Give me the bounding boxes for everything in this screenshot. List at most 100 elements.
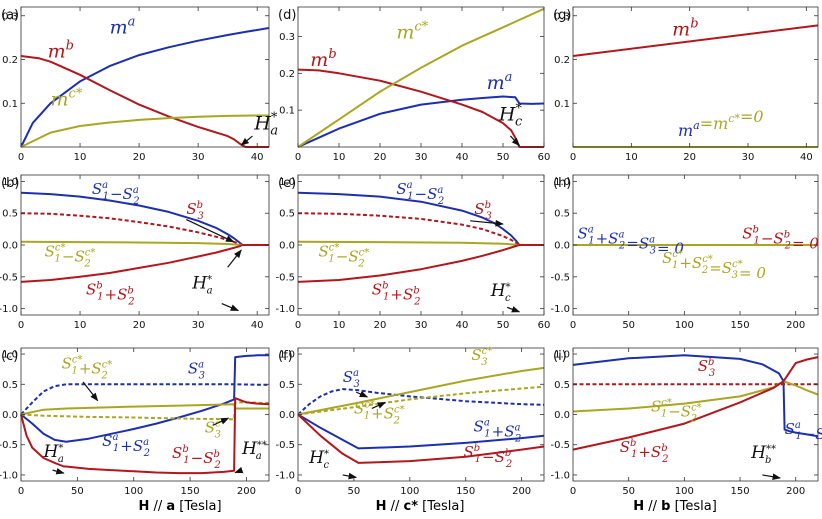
series-i-S1b-S2b bbox=[572, 356, 819, 451]
series-e-S3b bbox=[297, 212, 544, 246]
math-sup: a bbox=[133, 185, 139, 196]
x-tick-label: 20 bbox=[374, 152, 387, 163]
x-tick-label: 100 bbox=[675, 486, 694, 497]
series-a-m-c- bbox=[20, 114, 269, 148]
math-base: S bbox=[203, 449, 213, 467]
series-i-S1a-S2a bbox=[572, 354, 819, 438]
math-sub: 1 bbox=[383, 292, 389, 303]
math-sub: 1 bbox=[71, 366, 77, 377]
math-sup: c* bbox=[102, 360, 113, 371]
math-base: S bbox=[74, 247, 84, 265]
y-tick-label: 0.5 bbox=[2, 380, 18, 391]
x-tick-label: 50 bbox=[622, 486, 635, 497]
math-label-i_olive: Sc* 1−Sc* 2 bbox=[651, 397, 702, 424]
math-base: S bbox=[343, 368, 353, 386]
math-sup: c* bbox=[691, 402, 702, 413]
x-axis-title-b-unit: [Tesla] bbox=[670, 499, 717, 514]
math-sub: 2 bbox=[393, 415, 400, 426]
math-sub: 3 bbox=[732, 270, 738, 281]
zero-label-part: c* bbox=[728, 112, 740, 125]
math-base: S bbox=[662, 249, 672, 267]
series-e-S1b-S2b bbox=[297, 244, 544, 283]
annotation-sup: b bbox=[66, 38, 74, 53]
x-tick-label: 10 bbox=[333, 320, 346, 331]
math-label-h_olive: Sc* 1+Sc* 2=Sc* 3= 0 bbox=[662, 249, 766, 282]
math-sup: c* bbox=[359, 247, 370, 258]
math-op: + bbox=[596, 230, 609, 248]
math-sup: b bbox=[96, 281, 102, 292]
panel-label-i: (i) bbox=[553, 349, 567, 364]
math-label-b_olive: Sc* 1−Sc* 2 bbox=[45, 242, 96, 269]
math-sup: b bbox=[630, 438, 636, 449]
math-base: H bbox=[490, 281, 507, 301]
annotation-sup: a bbox=[505, 70, 513, 85]
label-arrow-b bbox=[186, 219, 235, 243]
x-tick-label: 100 bbox=[400, 486, 419, 497]
y-tick-label: -0.5 bbox=[0, 440, 18, 451]
math-base: S bbox=[117, 286, 127, 304]
math-base: S bbox=[427, 185, 437, 203]
x-tick-label: 50 bbox=[71, 486, 84, 497]
math-sup: a bbox=[437, 185, 443, 196]
series-annotation: mc* bbox=[51, 86, 83, 110]
math-op: = 0 bbox=[792, 235, 819, 253]
panel-c: 0 50 100 150 200 -1.0 -0.5 0.0 0.5 1.0(c) bbox=[0, 347, 270, 497]
math-sup: c* bbox=[482, 346, 493, 357]
math-sup: a bbox=[143, 437, 149, 448]
math-base: S bbox=[188, 359, 198, 377]
y-tick-label: 0.3 bbox=[2, 11, 18, 22]
math-sup: * bbox=[207, 274, 212, 285]
x-tick-label: 30 bbox=[192, 320, 205, 331]
math-sup: b bbox=[382, 281, 388, 292]
math-sub: 1 bbox=[484, 428, 490, 439]
y-tick-label: -1.0 bbox=[0, 304, 18, 315]
math-label-b_red2: Sb 1+Sb 2 bbox=[86, 281, 135, 308]
math-sup: a bbox=[515, 422, 521, 433]
math-label-e_red: Sb 3 bbox=[474, 200, 492, 222]
x-tick-label: 20 bbox=[133, 152, 146, 163]
math-label-c_Haa: H** a bbox=[241, 439, 267, 462]
math-base: S bbox=[133, 437, 143, 455]
x-tick-label: 200 bbox=[786, 320, 805, 331]
math-sub: 1 bbox=[631, 449, 637, 460]
math-base: S bbox=[471, 346, 481, 364]
math-base: H bbox=[191, 273, 208, 293]
math-label-e_olive: Sc* 1−Sc* 2 bbox=[319, 242, 370, 269]
label-arrow-e bbox=[470, 219, 504, 227]
y-tick-label: -1.0 bbox=[275, 304, 295, 315]
plot-frame-a bbox=[20, 6, 270, 148]
series-d-m-a bbox=[297, 95, 545, 148]
math-sub: 2 bbox=[505, 459, 512, 470]
math-base: S bbox=[172, 444, 182, 462]
x-axis-title-c: H // c* [Tesla] bbox=[340, 499, 500, 514]
x-axis-title-a-h: H bbox=[138, 499, 150, 514]
math-sup: c* bbox=[55, 242, 66, 253]
math-base: S bbox=[205, 419, 215, 437]
series-annotation: ma bbox=[487, 70, 513, 94]
x-tick-label: 200 bbox=[237, 486, 256, 497]
x-axis-title-c-dir: c* bbox=[403, 499, 419, 514]
math-sup: c* bbox=[329, 242, 340, 253]
zero-label-part: m bbox=[678, 121, 693, 140]
zero-label-part: =0 bbox=[740, 107, 764, 126]
math-op: − bbox=[803, 425, 816, 443]
math-sup: c* bbox=[85, 247, 96, 258]
math-sup: a bbox=[407, 180, 413, 191]
y-tick-label: 1.0 bbox=[2, 350, 18, 361]
math-label-b_red: Sb 3 bbox=[186, 200, 204, 222]
math-sub: 2 bbox=[127, 297, 134, 308]
math-sub: 2 bbox=[100, 371, 107, 382]
panel-i: 0 50 100 150 200 -1.0 -0.5 0.0 0.5 1.0(i) bbox=[550, 347, 819, 497]
y-tick-label: 0.5 bbox=[2, 209, 18, 220]
x-tick-label: 50 bbox=[622, 320, 635, 331]
math-sub: 1 bbox=[328, 253, 334, 264]
math-label-c_blue2: Sa 1+Sa 2 bbox=[102, 432, 150, 459]
panel-label-a: (a) bbox=[1, 8, 19, 23]
annotation-base: m bbox=[487, 72, 505, 94]
math-sup: b bbox=[127, 286, 133, 297]
annotation-arrow bbox=[509, 135, 520, 147]
x-tick-label: 0 bbox=[295, 320, 301, 331]
x-tick-label: 60 bbox=[538, 320, 551, 331]
math-base: S bbox=[692, 254, 702, 272]
